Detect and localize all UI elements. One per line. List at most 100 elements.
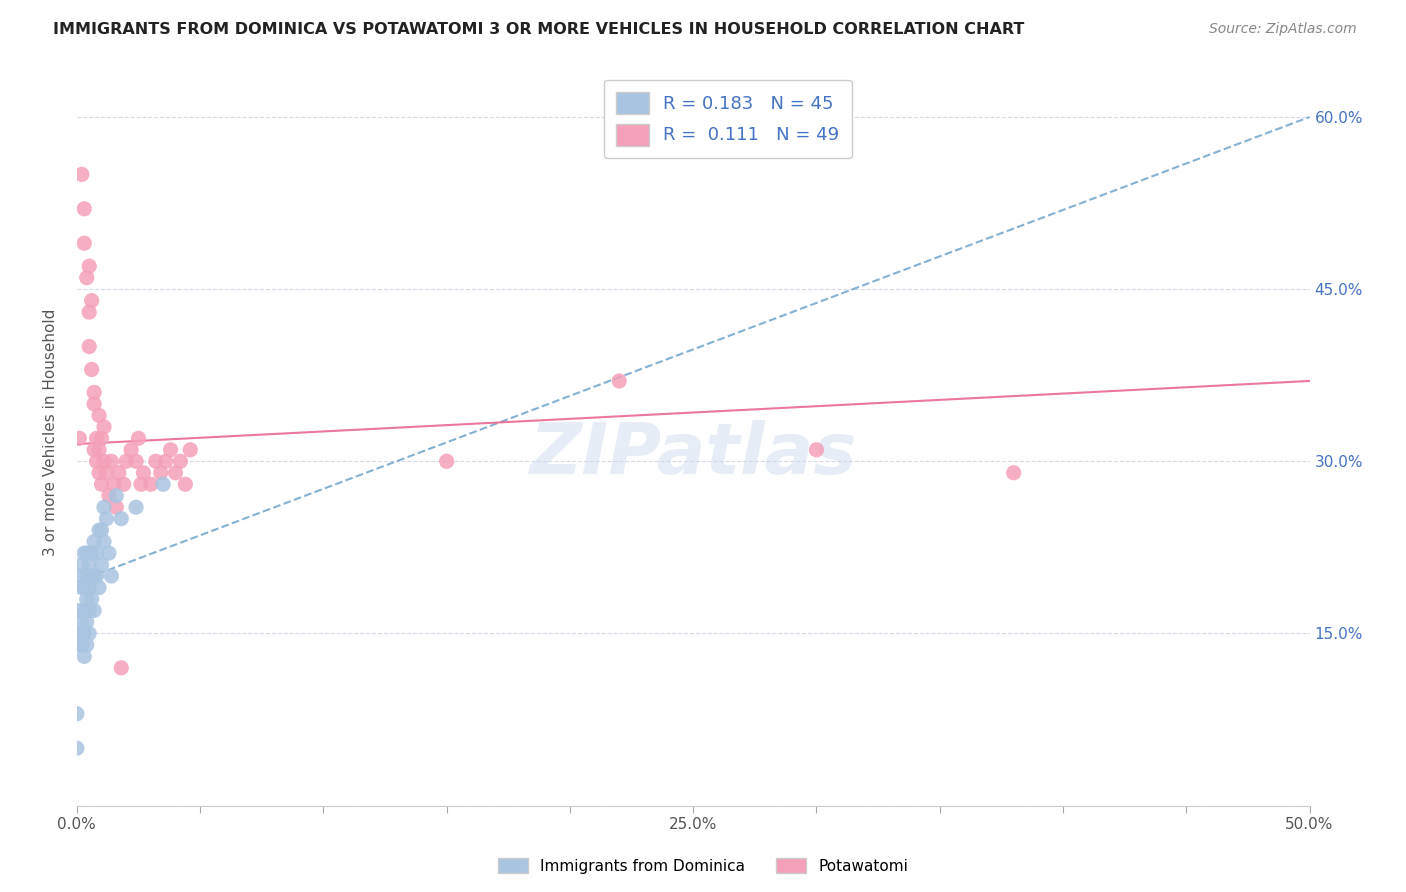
Point xyxy=(73,546,96,560)
Point xyxy=(607,374,630,388)
Point xyxy=(83,534,105,549)
Point xyxy=(76,592,98,607)
Point xyxy=(93,420,115,434)
Point xyxy=(80,569,103,583)
Point xyxy=(83,569,105,583)
Point xyxy=(129,477,152,491)
Point xyxy=(96,466,118,480)
Point xyxy=(83,385,105,400)
Legend: R = 0.183   N = 45, R =  0.111   N = 49: R = 0.183 N = 45, R = 0.111 N = 49 xyxy=(603,79,852,158)
Point xyxy=(76,270,98,285)
Point xyxy=(83,603,105,617)
Point xyxy=(87,466,110,480)
Point xyxy=(155,454,177,468)
Point xyxy=(100,569,122,583)
Point xyxy=(115,454,138,468)
Point xyxy=(77,558,100,572)
Point xyxy=(83,397,105,411)
Point xyxy=(76,615,98,629)
Point xyxy=(86,454,108,468)
Text: IMMIGRANTS FROM DOMINICA VS POTAWATOMI 3 OR MORE VEHICLES IN HOUSEHOLD CORRELATI: IMMIGRANTS FROM DOMINICA VS POTAWATOMI 3… xyxy=(53,22,1025,37)
Point xyxy=(93,500,115,515)
Point xyxy=(159,442,181,457)
Point xyxy=(73,649,96,664)
Point xyxy=(93,454,115,468)
Point xyxy=(100,454,122,468)
Point xyxy=(86,546,108,560)
Point xyxy=(87,581,110,595)
Point xyxy=(87,442,110,457)
Point xyxy=(76,546,98,560)
Point xyxy=(80,293,103,308)
Legend: Immigrants from Dominica, Potawatomi: Immigrants from Dominica, Potawatomi xyxy=(491,852,915,880)
Point xyxy=(145,454,167,468)
Point xyxy=(165,466,187,480)
Point xyxy=(96,511,118,525)
Point xyxy=(105,489,128,503)
Point xyxy=(76,569,98,583)
Point xyxy=(67,638,90,652)
Point xyxy=(77,305,100,319)
Point xyxy=(97,489,120,503)
Point xyxy=(174,477,197,491)
Point xyxy=(97,546,120,560)
Point xyxy=(77,626,100,640)
Point xyxy=(132,466,155,480)
Point xyxy=(110,511,132,525)
Point xyxy=(70,167,93,181)
Point xyxy=(169,454,191,468)
Point xyxy=(120,442,142,457)
Point xyxy=(806,442,828,457)
Point xyxy=(73,236,96,251)
Point xyxy=(128,431,150,445)
Point xyxy=(436,454,458,468)
Point xyxy=(73,603,96,617)
Point xyxy=(86,569,108,583)
Point xyxy=(67,569,90,583)
Point xyxy=(80,592,103,607)
Point xyxy=(67,626,90,640)
Point xyxy=(149,466,172,480)
Point xyxy=(87,409,110,423)
Point xyxy=(66,706,89,721)
Point xyxy=(77,581,100,595)
Point xyxy=(70,558,93,572)
Text: ZIPatlas: ZIPatlas xyxy=(530,420,856,490)
Point xyxy=(105,500,128,515)
Point xyxy=(86,431,108,445)
Point xyxy=(110,661,132,675)
Point xyxy=(80,546,103,560)
Point xyxy=(139,477,162,491)
Point xyxy=(125,500,148,515)
Y-axis label: 3 or more Vehicles in Household: 3 or more Vehicles in Household xyxy=(44,309,58,557)
Point xyxy=(67,603,90,617)
Point xyxy=(103,477,125,491)
Point xyxy=(152,477,174,491)
Point xyxy=(87,523,110,537)
Point xyxy=(66,741,89,756)
Point xyxy=(90,431,112,445)
Point xyxy=(107,466,129,480)
Point xyxy=(112,477,135,491)
Point xyxy=(179,442,201,457)
Point xyxy=(83,442,105,457)
Point xyxy=(70,581,93,595)
Point xyxy=(90,477,112,491)
Point xyxy=(90,523,112,537)
Point xyxy=(93,534,115,549)
Point xyxy=(73,202,96,216)
Point xyxy=(70,615,93,629)
Point xyxy=(1002,466,1025,480)
Point xyxy=(90,558,112,572)
Text: Source: ZipAtlas.com: Source: ZipAtlas.com xyxy=(1209,22,1357,37)
Point xyxy=(76,638,98,652)
Point xyxy=(67,431,90,445)
Point xyxy=(73,581,96,595)
Point xyxy=(77,339,100,353)
Point xyxy=(77,603,100,617)
Point xyxy=(70,638,93,652)
Point xyxy=(77,259,100,273)
Point xyxy=(80,362,103,376)
Point xyxy=(125,454,148,468)
Point xyxy=(73,626,96,640)
